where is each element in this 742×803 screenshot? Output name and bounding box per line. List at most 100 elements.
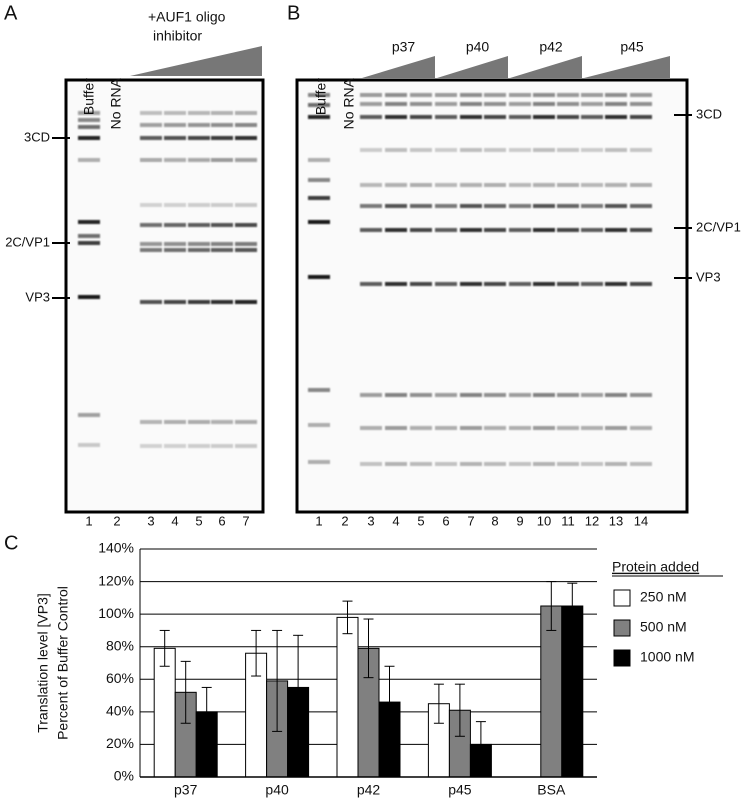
gel-band (140, 158, 162, 162)
gel-band (484, 393, 506, 397)
x-tick-label: p45 (448, 782, 472, 798)
error-bar (272, 629, 283, 732)
gel-band (435, 102, 457, 106)
gel-band (533, 183, 555, 187)
gel-band (140, 111, 162, 115)
gel-band (460, 183, 482, 187)
gel-band (188, 111, 210, 115)
gel-band (460, 148, 482, 152)
gel-band (140, 444, 162, 448)
gel-band (533, 204, 555, 208)
gel-band (581, 282, 603, 286)
gel-band (484, 93, 506, 97)
gel-band (360, 426, 382, 430)
gel-band (581, 204, 603, 208)
gel-band (484, 115, 506, 119)
bar (540, 605, 563, 778)
x-tick-label: p37 (174, 782, 198, 798)
gel-band (211, 248, 233, 252)
gel-band (235, 420, 257, 424)
gel-band (557, 115, 579, 119)
gel-band (484, 426, 506, 430)
gel-band (435, 393, 457, 397)
gel-band (360, 228, 382, 232)
gel-band (509, 282, 531, 286)
gel-band (484, 282, 506, 286)
lane-number: 11 (561, 513, 575, 528)
gel-band (630, 426, 652, 430)
gel-band (581, 115, 603, 119)
gel-band (460, 426, 482, 430)
error-bar (475, 721, 486, 768)
gel-band (235, 248, 257, 252)
gel-band (360, 183, 382, 187)
gel-band (605, 426, 627, 430)
gel-band (533, 102, 555, 106)
gel-band (630, 228, 652, 232)
gel-band (360, 93, 382, 97)
gel-band (235, 223, 257, 227)
gel-band (235, 123, 257, 127)
gel-band (211, 300, 233, 304)
group-label: p42 (539, 39, 563, 55)
gel-band (581, 393, 603, 397)
lane-number: 6 (218, 513, 225, 528)
gel-band (410, 204, 432, 208)
marker-label: 3CD (696, 106, 722, 121)
legend-swatch (613, 589, 631, 607)
gel-band (605, 228, 627, 232)
treatment-label: +AUF1 oligo (148, 9, 226, 25)
gel-band (78, 443, 100, 447)
gel-band (410, 148, 432, 152)
gel-band (308, 388, 330, 392)
gel-band (308, 220, 330, 224)
y-tick-label: 120% (98, 572, 134, 588)
gel-band (235, 158, 257, 162)
gel-band (557, 462, 579, 466)
gel-band (435, 282, 457, 286)
gel-band (188, 136, 210, 140)
gel-band (385, 426, 407, 430)
lane-label: No RNA (108, 77, 124, 129)
gel-band (484, 148, 506, 152)
gel-band (460, 462, 482, 466)
y-tick-label: 80% (106, 637, 134, 653)
bar (336, 616, 359, 778)
lane-number: 4 (171, 513, 178, 528)
gel-band (410, 93, 432, 97)
gel-band (78, 234, 100, 238)
gel-band (360, 148, 382, 152)
gel-band (385, 148, 407, 152)
gel-band (360, 393, 382, 397)
gel-band (630, 148, 652, 152)
gel-band (460, 115, 482, 119)
treatment-label: inhibitor (153, 28, 202, 44)
error-bar (546, 581, 557, 631)
gel-band (78, 241, 100, 245)
gel-band (164, 158, 186, 162)
gel-band (308, 196, 330, 200)
lane-number: 12 (585, 513, 599, 528)
gel-band (410, 115, 432, 119)
legend-label: 500 nM (640, 619, 687, 635)
lane-number: 1 (85, 513, 92, 528)
gel-band (435, 462, 457, 466)
lane-number: 9 (516, 513, 523, 528)
marker-label: VP3 (696, 269, 721, 284)
gel-band (211, 158, 233, 162)
gel-band (308, 158, 330, 162)
gel-band (410, 282, 432, 286)
gel-band (509, 462, 531, 466)
gel-band (410, 228, 432, 232)
gel-band (235, 203, 257, 207)
gel-band (581, 462, 603, 466)
gel-band (410, 102, 432, 106)
gradient-triangle (584, 56, 670, 78)
group-label: p37 (392, 39, 416, 55)
gel-band (385, 228, 407, 232)
lane-number: 7 (467, 513, 474, 528)
gel-band (140, 300, 162, 304)
group-label: p40 (466, 39, 490, 55)
gel-band (509, 93, 531, 97)
